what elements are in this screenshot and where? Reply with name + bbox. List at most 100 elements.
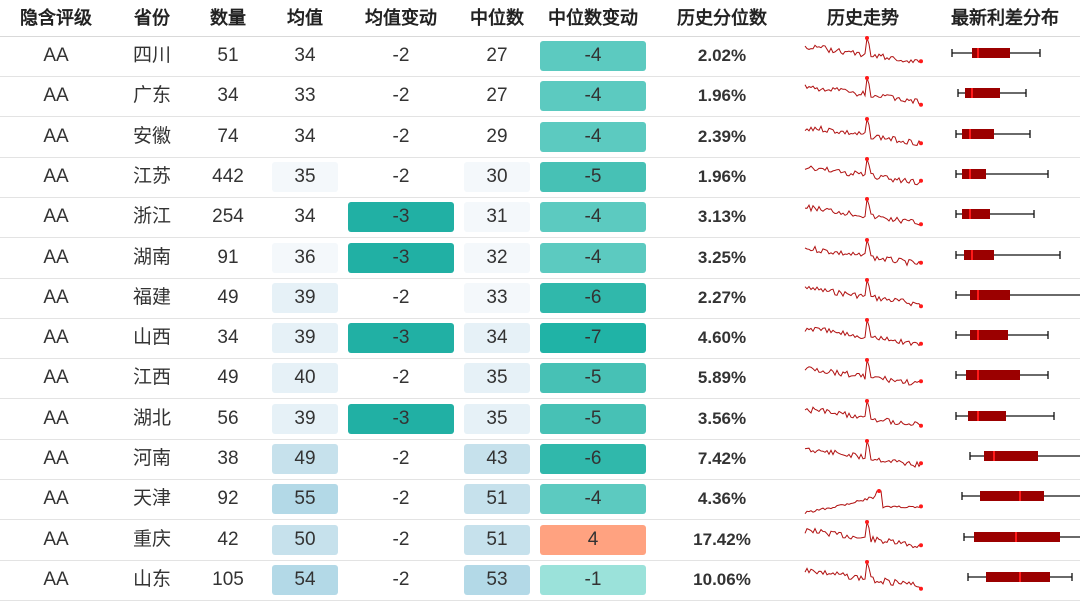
trend-line bbox=[804, 118, 922, 146]
cell-median-change: -5 bbox=[540, 161, 646, 192]
trend-end-marker bbox=[919, 59, 923, 64]
cell-mean: 34 bbox=[272, 121, 338, 152]
cell-mean: 54 bbox=[272, 564, 338, 595]
distribution-boxplot bbox=[969, 451, 1080, 461]
cell-count: 442 bbox=[212, 165, 244, 187]
cell-count: 105 bbox=[212, 568, 244, 590]
header-province[interactable]: 省份 bbox=[134, 8, 170, 28]
cell-hist-pct: 7.42% bbox=[697, 449, 747, 468]
table-row[interactable]: AA 河南 38 49 -2 43 -6 7.42% bbox=[0, 439, 1080, 480]
cell-mean-change: -2 bbox=[348, 81, 454, 112]
trend-end-marker bbox=[919, 178, 923, 183]
table-row[interactable]: AA 安徽 74 34 -2 29 -4 2.39% bbox=[0, 116, 1080, 158]
cell-mean-change: -3 bbox=[348, 323, 454, 354]
boxplot-box bbox=[972, 48, 1010, 58]
boxplot-box bbox=[968, 410, 1006, 421]
table-row[interactable]: AA 福建 49 39 -2 33 -6 2.27% bbox=[0, 277, 1080, 319]
trend-peak-marker bbox=[865, 318, 869, 323]
cell-province: 山西 bbox=[132, 327, 171, 349]
cell-hist-pct: 4.60% bbox=[697, 328, 747, 348]
distribution-boxplot bbox=[955, 370, 1049, 381]
table-row[interactable]: AA 天津 92 55 -2 51 -4 4.36% bbox=[0, 479, 1080, 521]
table-row[interactable]: AA 江西 49 40 -2 35 -5 5.89% bbox=[0, 358, 1080, 400]
cell-count: 34 bbox=[217, 327, 239, 349]
trend-sparkline bbox=[804, 237, 923, 267]
header-rating[interactable]: 隐含评级 bbox=[20, 8, 92, 28]
trend-line bbox=[804, 158, 922, 186]
trend-peak-marker bbox=[865, 358, 869, 363]
trend-peak-marker bbox=[865, 156, 869, 161]
cell-province: 四川 bbox=[132, 45, 171, 66]
table-row[interactable]: AA 山东 105 54 -2 53 -1 10.06% bbox=[0, 559, 1080, 601]
cell-province: 江西 bbox=[132, 367, 171, 389]
header-mean[interactable]: 均值 bbox=[287, 8, 323, 28]
trend-end-marker bbox=[919, 140, 923, 145]
cell-count: 91 bbox=[217, 246, 239, 268]
cell-hist-pct: 1.96% bbox=[697, 86, 747, 106]
cell-rating: AA bbox=[43, 367, 69, 389]
trend-line bbox=[804, 561, 922, 590]
header-count[interactable]: 数量 bbox=[210, 8, 246, 28]
cell-count: 49 bbox=[217, 367, 239, 389]
boxplot-box bbox=[984, 451, 1038, 461]
cell-province: 天津 bbox=[132, 488, 171, 510]
cell-province: 江苏 bbox=[132, 165, 171, 187]
table-row[interactable]: AA 江苏 442 35 -2 30 -5 1.96% bbox=[0, 156, 1080, 198]
cell-count: 34 bbox=[217, 85, 239, 107]
cell-mean: 35 bbox=[272, 161, 338, 192]
table-row[interactable]: AA 湖北 56 39 -3 35 -5 3.56% bbox=[0, 398, 1080, 440]
trend-sparkline bbox=[804, 559, 923, 591]
trend-peak-marker bbox=[865, 36, 869, 40]
cell-median-change: -6 bbox=[540, 282, 646, 313]
trend-peak-marker bbox=[877, 489, 881, 494]
trend-line bbox=[804, 78, 922, 106]
cell-median-change: -4 bbox=[540, 81, 646, 112]
cell-count: 38 bbox=[217, 448, 239, 469]
table-row[interactable]: AA 广东 34 33 -2 27 -4 1.96% bbox=[0, 76, 1080, 118]
cell-median-change: 4 bbox=[540, 524, 646, 555]
trend-sparkline bbox=[804, 318, 923, 347]
cell-median: 30 bbox=[464, 161, 530, 192]
trend-sparkline bbox=[804, 519, 923, 548]
distribution-boxplot bbox=[951, 48, 1041, 58]
header-hist-pct[interactable]: 历史分位数 bbox=[677, 8, 767, 28]
cell-median-change: -6 bbox=[540, 444, 646, 474]
cell-rating: AA bbox=[43, 125, 69, 147]
trend-peak-marker bbox=[865, 277, 869, 282]
boxplot-box bbox=[962, 168, 986, 179]
trend-sparkline bbox=[804, 76, 923, 107]
header-distribution[interactable]: 最新利差分布 bbox=[951, 8, 1059, 28]
table-row[interactable]: AA 浙江 254 34 -3 31 -4 3.13% bbox=[0, 197, 1080, 239]
table-row[interactable]: AA 四川 51 34 -2 27 -4 2.02% bbox=[0, 36, 1080, 77]
trend-peak-marker bbox=[865, 398, 869, 403]
header-median-change[interactable]: 中位数变动 bbox=[548, 8, 638, 28]
table-row[interactable]: AA 湖南 91 36 -3 32 -4 3.25% bbox=[0, 237, 1080, 279]
cell-mean-change: -2 bbox=[348, 282, 454, 313]
header-trend[interactable]: 历史走势 bbox=[827, 8, 899, 28]
trend-sparkline bbox=[804, 489, 923, 515]
cell-province: 山东 bbox=[132, 568, 171, 590]
cell-median-change: -4 bbox=[540, 121, 646, 152]
table-row[interactable]: AA 山西 34 39 -3 34 -7 4.60% bbox=[0, 318, 1080, 360]
cell-hist-pct: 5.89% bbox=[697, 368, 747, 388]
header-median[interactable]: 中位数 bbox=[470, 8, 524, 28]
trend-peak-marker bbox=[865, 559, 869, 564]
cell-hist-pct: 2.27% bbox=[697, 287, 747, 307]
trend-end-marker bbox=[919, 304, 923, 309]
distribution-boxplot bbox=[955, 410, 1055, 421]
cell-mean-change: -3 bbox=[348, 242, 454, 273]
cell-mean-change: -2 bbox=[348, 41, 454, 71]
distribution-boxplot bbox=[957, 88, 1027, 99]
trend-end-marker bbox=[919, 586, 923, 591]
trend-line bbox=[804, 521, 922, 548]
cell-mean: 39 bbox=[272, 323, 338, 354]
cell-province: 湖南 bbox=[132, 246, 171, 268]
cell-median-change: -5 bbox=[540, 403, 646, 434]
distribution-boxplot bbox=[955, 168, 1049, 179]
header-mean-change[interactable]: 均值变动 bbox=[365, 8, 437, 28]
cell-mean-change: -2 bbox=[348, 484, 454, 515]
cell-hist-pct: 17.42% bbox=[693, 529, 751, 549]
table-row[interactable]: AA 重庆 42 50 -2 51 4 17.42% bbox=[0, 519, 1080, 561]
trend-end-marker bbox=[919, 260, 923, 265]
